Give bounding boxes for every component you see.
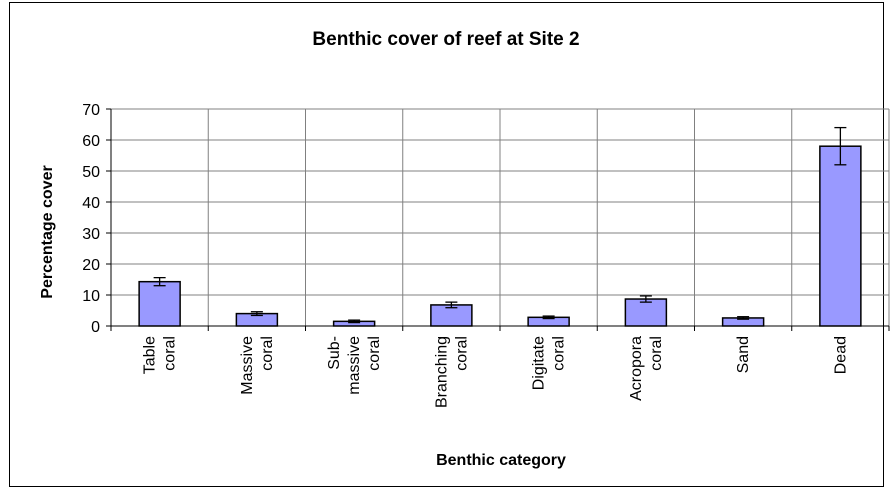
bar bbox=[820, 146, 861, 326]
x-tick-label: Table bbox=[142, 336, 159, 374]
y-tick-label: 20 bbox=[82, 257, 100, 274]
y-tick-label: 70 bbox=[82, 102, 100, 119]
x-tick-label: Massive bbox=[239, 336, 256, 395]
x-tick-label: Sand bbox=[735, 336, 752, 373]
x-tick-label: coral bbox=[551, 336, 568, 371]
x-tick-label: Digitate bbox=[531, 336, 548, 390]
x-tick-label: coral bbox=[259, 336, 276, 371]
bar bbox=[625, 299, 666, 326]
x-tick-label: Sub- bbox=[326, 336, 343, 370]
x-tick-label: Acropora bbox=[628, 336, 645, 401]
x-tick-label: massive bbox=[346, 336, 363, 395]
bar bbox=[139, 282, 180, 326]
y-tick-label: 60 bbox=[82, 133, 100, 150]
y-tick-label: 0 bbox=[91, 319, 100, 336]
x-tick-label: coral bbox=[648, 336, 665, 371]
y-tick-label: 10 bbox=[82, 288, 100, 305]
x-tick-label: coral bbox=[162, 336, 179, 371]
chart-title: Benthic cover of reef at Site 2 bbox=[312, 29, 579, 50]
x-tick-label: Branching bbox=[433, 336, 450, 408]
y-tick-label: 50 bbox=[82, 164, 100, 181]
y-tick-label: 30 bbox=[82, 226, 100, 243]
x-tick-label: Dead bbox=[832, 336, 849, 374]
x-axis-title: Benthic category bbox=[436, 452, 566, 469]
x-tick-label: coral bbox=[366, 336, 383, 371]
y-tick-label: 40 bbox=[82, 195, 100, 212]
y-axis-title: Percentage cover bbox=[39, 165, 56, 298]
x-tick-label: coral bbox=[453, 336, 470, 371]
